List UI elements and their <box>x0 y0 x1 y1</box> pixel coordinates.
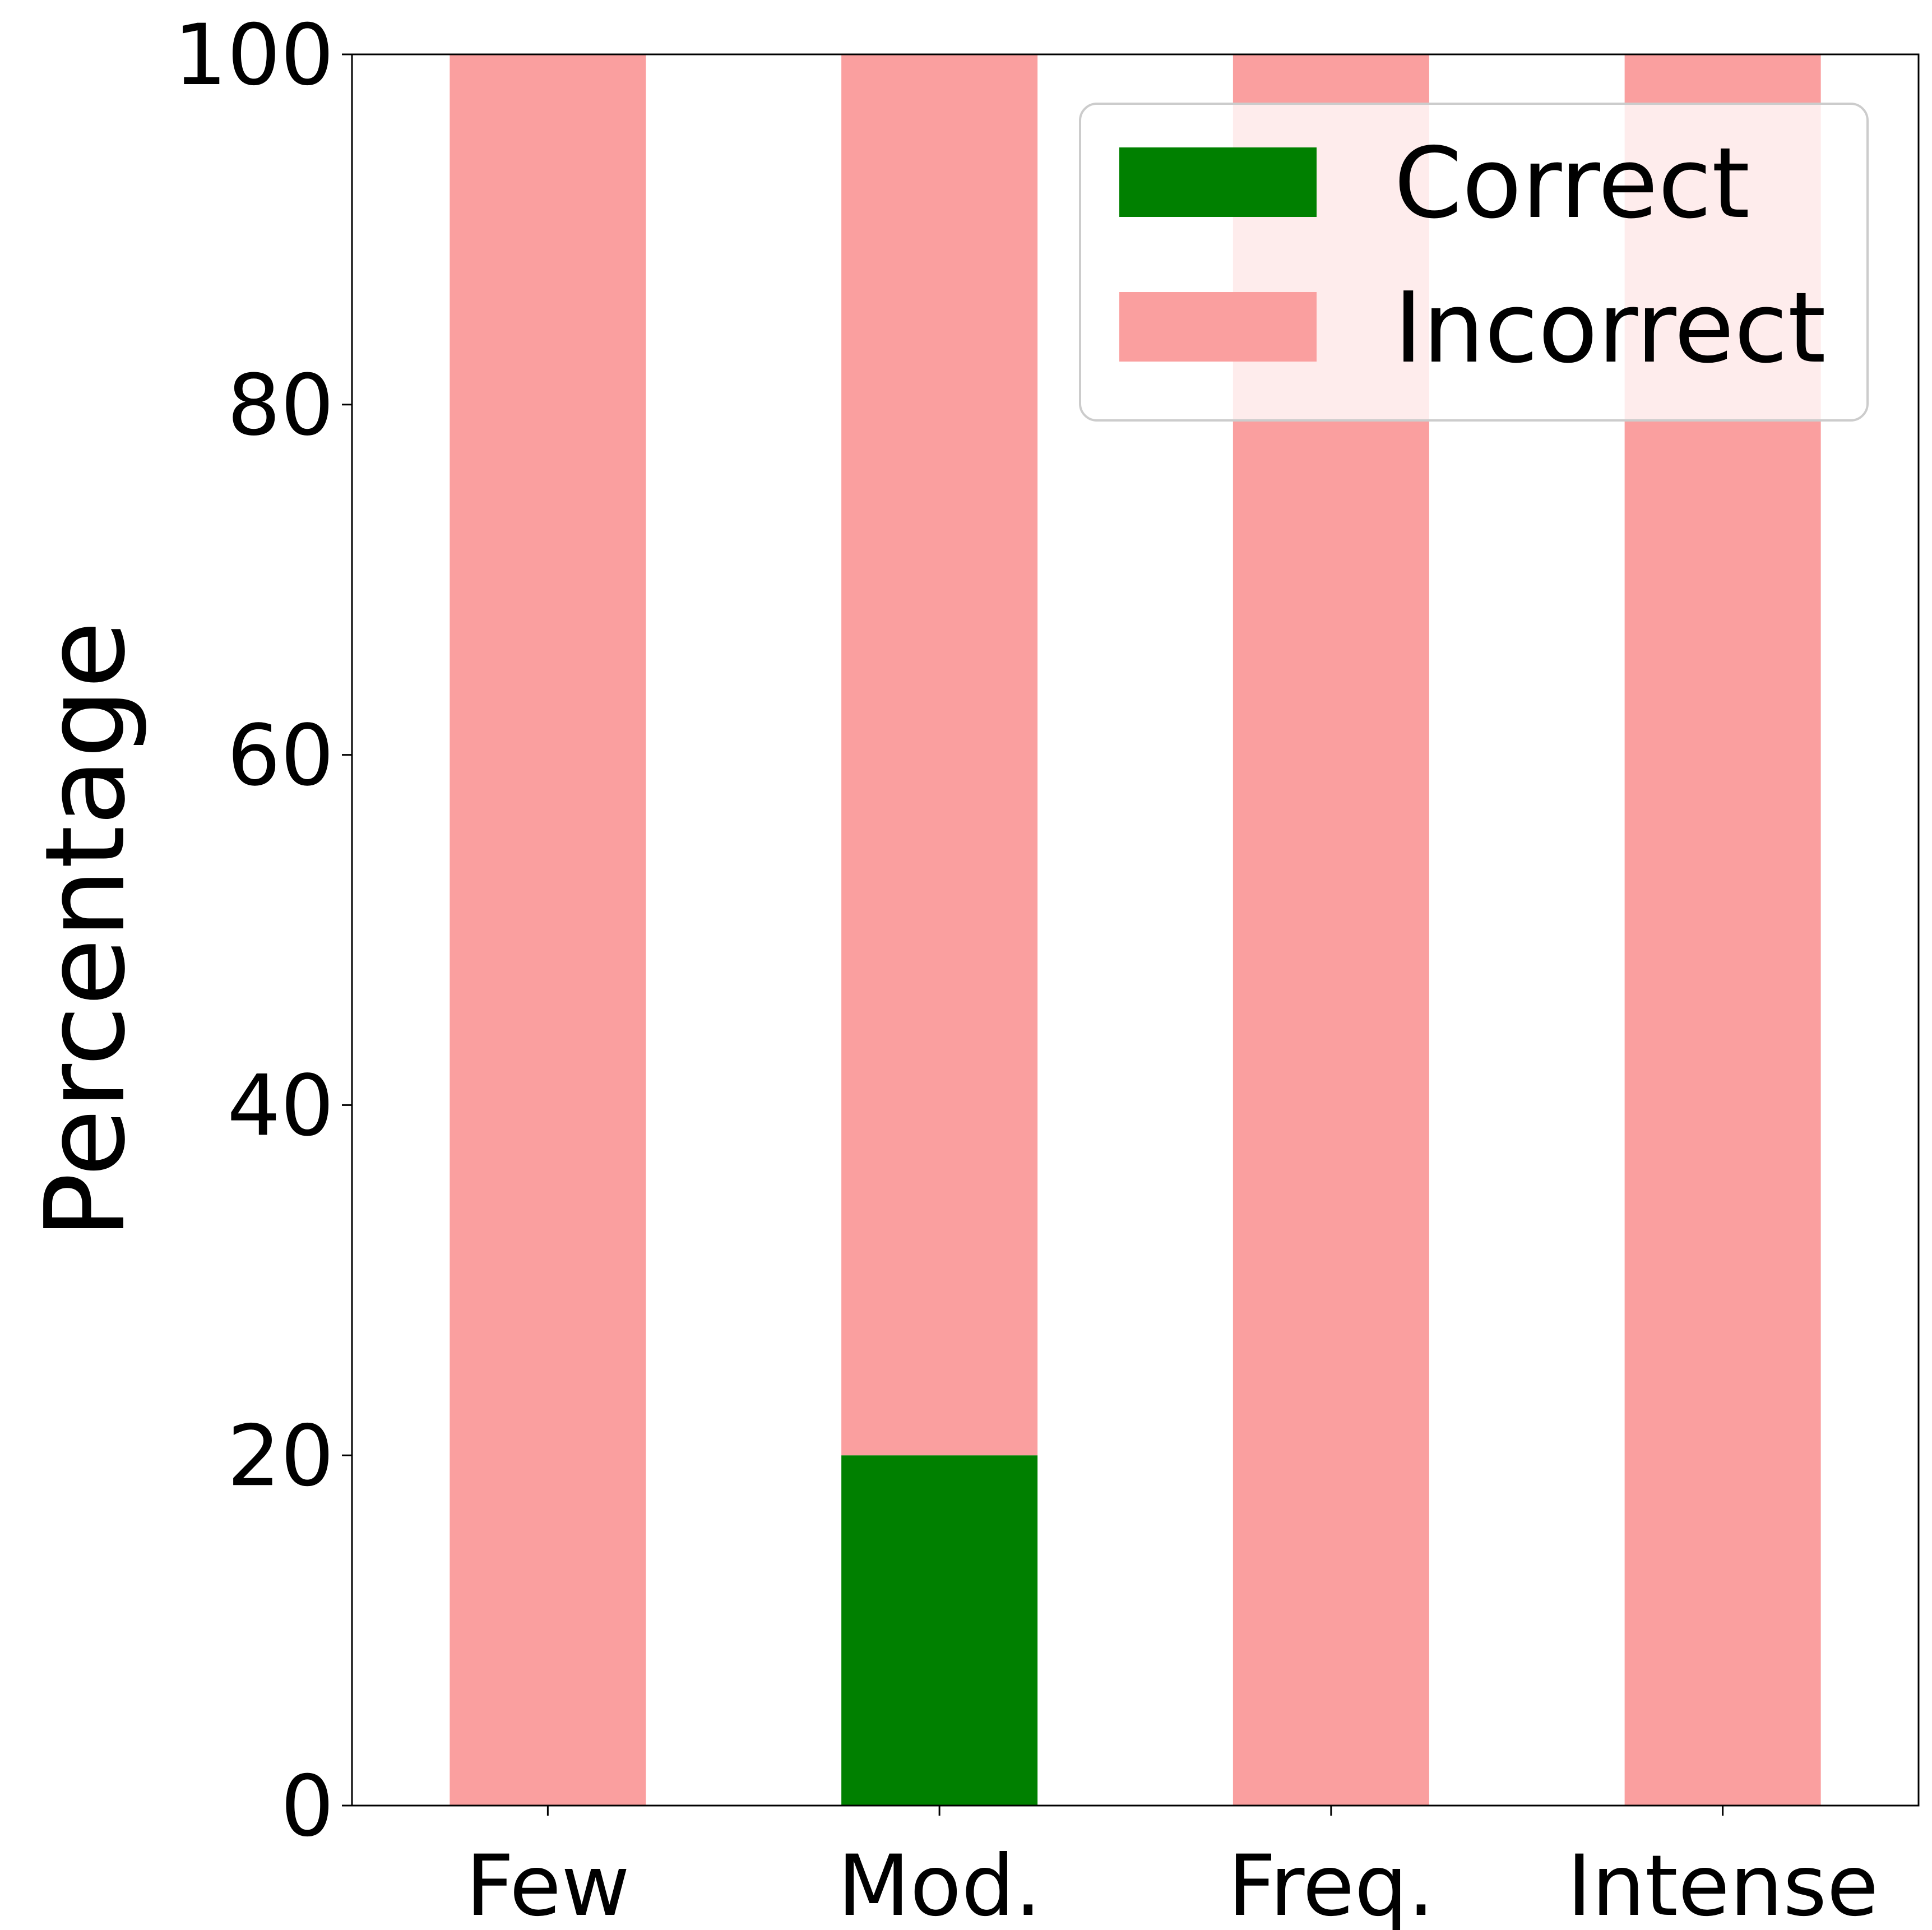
plot-area-frame <box>351 53 1920 1807</box>
legend-label-correct: Correct <box>1394 127 1750 240</box>
legend-label-incorrect: Incorrect <box>1394 271 1826 385</box>
y-tick-label: 0 <box>281 1758 334 1855</box>
x-tick-label: Few <box>466 1838 630 1930</box>
x-tick-label: Freq. <box>1227 1838 1434 1930</box>
x-tick-label: Intense <box>1567 1838 1879 1930</box>
y-tick-label: 20 <box>227 1408 334 1505</box>
y-axis: 0 20 40 60 80 100 <box>174 7 352 1855</box>
bar-incorrect-1 <box>450 54 646 1806</box>
bar-incorrect-2 <box>841 54 1038 1456</box>
legend: Correct Incorrect <box>1079 103 1869 422</box>
bar-correct-2 <box>841 1455 1038 1806</box>
y-tick-label: 60 <box>227 707 334 805</box>
legend-swatch-incorrect <box>1119 292 1317 362</box>
y-tick-label: 100 <box>174 7 334 104</box>
x-tick-label: Mod. <box>837 1838 1041 1930</box>
y-tick-label: 40 <box>227 1057 334 1155</box>
x-axis: Few Mod. Freq. Intense <box>466 1806 1879 1930</box>
legend-swatch-correct <box>1119 147 1317 217</box>
y-tick-label: 80 <box>227 357 334 455</box>
y-axis-label: Percentage <box>22 621 150 1239</box>
